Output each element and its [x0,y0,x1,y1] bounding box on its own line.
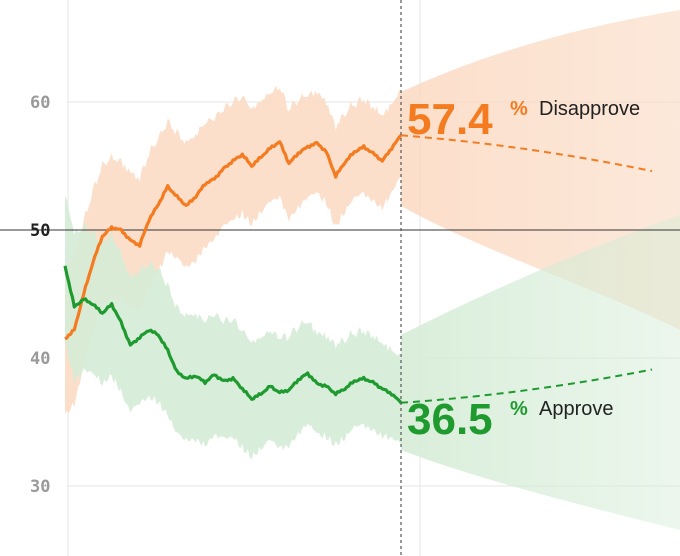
y-tick-40: 40 [30,349,50,369]
approve-projection [400,368,653,404]
approve-label: 36.5 % Approve [407,395,614,444]
approve-percent-sign: % [510,398,528,420]
y-axis-ticks: 60 50 40 30 [30,93,50,497]
approve-forecast-band [401,215,680,530]
disapprove-line [64,134,403,341]
disapprove-projection [400,134,653,173]
approve-value: 36.5 [407,395,493,444]
series-lines [63,134,653,404]
approve-history-band [65,195,401,460]
approve-line [63,265,403,404]
y-tick-60: 60 [30,93,50,113]
disapprove-history-band [65,85,401,414]
disapprove-percent-sign: % [510,98,528,120]
approve-series-name: Approve [539,398,614,420]
disapprove-label: 57.4 % Disapprove [407,95,640,144]
disapprove-value: 57.4 [407,95,493,144]
y-tick-50: 50 [30,221,50,241]
y-tick-30: 30 [30,477,50,497]
uncertainty-bands [65,10,680,530]
disapprove-series-name: Disapprove [539,98,640,120]
